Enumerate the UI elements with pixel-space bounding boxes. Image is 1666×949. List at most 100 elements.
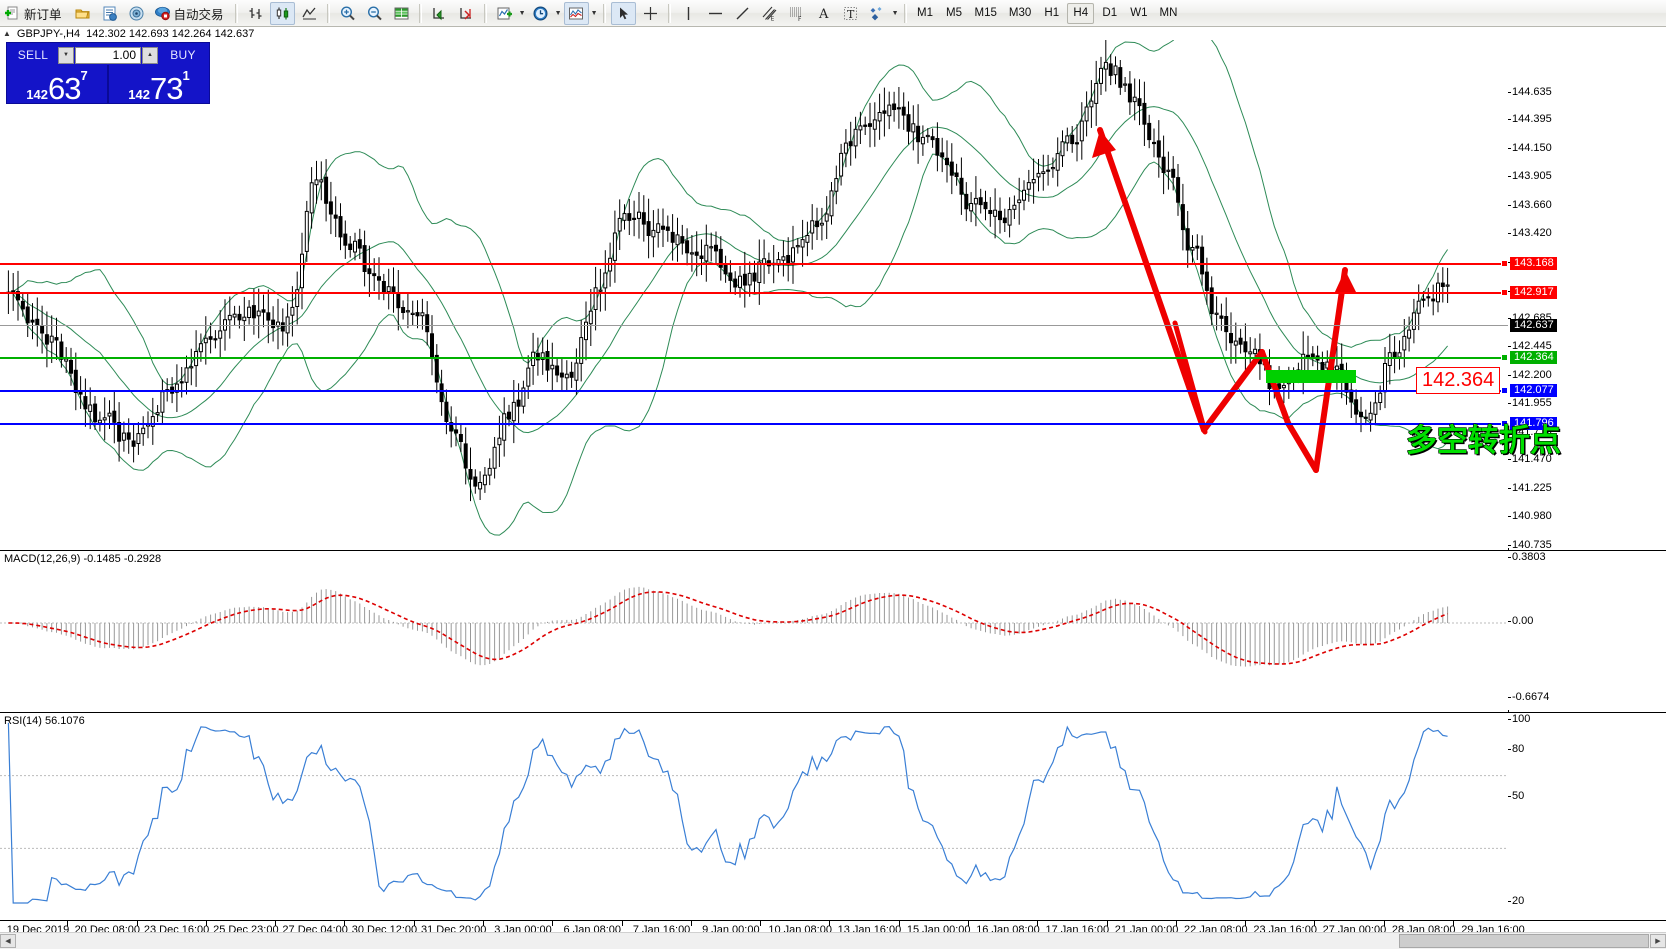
toolbar-separator bbox=[667, 3, 671, 23]
scroll-left-button[interactable]: ◀ bbox=[0, 934, 16, 948]
buy-button[interactable]: 142 73 1 bbox=[109, 65, 209, 104]
price-level-line[interactable] bbox=[0, 422, 1508, 425]
periods-button[interactable] bbox=[528, 2, 553, 25]
data-folder-button[interactable] bbox=[70, 2, 95, 25]
time-gridmark bbox=[968, 921, 969, 926]
time-gridmark bbox=[1245, 921, 1247, 926]
signals-button[interactable] bbox=[124, 2, 149, 25]
rsi-pane[interactable]: RSI(14) 56.1076 bbox=[0, 712, 1666, 920]
price-level-line[interactable] bbox=[0, 389, 1508, 392]
macd-pane[interactable]: MACD(12,26,9) -0.1485 -0.2928 bbox=[0, 550, 1666, 710]
volume-input[interactable]: 1.00 bbox=[75, 46, 141, 64]
timeframe-m15-button[interactable]: M15 bbox=[974, 7, 997, 19]
timeframe-mn-button[interactable]: MN bbox=[1159, 7, 1178, 19]
sell-label[interactable]: SELL bbox=[17, 48, 49, 62]
buy-price-integer: 142 bbox=[128, 87, 150, 102]
time-gridmark bbox=[690, 921, 692, 926]
periods-dropdown-arrow[interactable]: ▼ bbox=[554, 9, 562, 17]
timeframe-w1-button[interactable]: W1 bbox=[1130, 7, 1148, 19]
chart-shift-button[interactable] bbox=[427, 2, 452, 25]
shapes-dropdown-arrow[interactable]: ▼ bbox=[891, 9, 899, 17]
horizontal-scrollbar[interactable]: ◀ ▶ bbox=[0, 932, 1666, 949]
price-level-line[interactable] bbox=[0, 263, 1508, 266]
volume-stepper[interactable]: ▼ 1.00 ▲ bbox=[58, 46, 158, 64]
price-level-line[interactable] bbox=[0, 292, 1508, 295]
channel-icon: E bbox=[761, 5, 778, 22]
buy-price-fraction: 1 bbox=[182, 68, 190, 83]
rsi-label: RSI(14) 56.1076 bbox=[4, 715, 85, 727]
one-click-trading-panel[interactable]: SELL ▼ 1.00 ▲ BUY 142 63 7 142 73 1 bbox=[6, 42, 210, 104]
indicators-dropdown-arrow[interactable]: ▼ bbox=[518, 9, 526, 17]
timeframe-m1-button[interactable]: M1 bbox=[917, 7, 934, 19]
rsi-tick: 50 bbox=[1507, 790, 1525, 802]
volume-decrease-button[interactable]: ▼ bbox=[58, 46, 74, 64]
price-tick: 141.955 bbox=[1508, 397, 1552, 410]
new-order-button[interactable]: 新订单 bbox=[1, 2, 68, 25]
price-level-handle[interactable] bbox=[1501, 386, 1508, 394]
volume-increase-button[interactable]: ▲ bbox=[142, 46, 158, 64]
templates-dropdown-arrow[interactable]: ▼ bbox=[590, 9, 598, 17]
auto-scroll-button[interactable] bbox=[454, 2, 479, 25]
time-gridmark bbox=[483, 921, 484, 926]
indicators-button[interactable] bbox=[492, 2, 517, 25]
timeframe-h1-button[interactable]: H1 bbox=[1044, 7, 1060, 19]
price-tick: 141.470 bbox=[1508, 453, 1552, 466]
new-order-icon bbox=[4, 5, 21, 22]
templates-button[interactable] bbox=[563, 1, 589, 25]
price-level-handle[interactable] bbox=[1501, 353, 1508, 361]
price-tick: 143.905 bbox=[1508, 170, 1552, 183]
vertical-line-icon bbox=[680, 5, 697, 22]
zoom-out-button[interactable] bbox=[362, 2, 387, 25]
current-price-badge: 142.637 bbox=[1510, 318, 1557, 332]
price-tick: 144.150 bbox=[1508, 141, 1552, 154]
price-level-handle[interactable] bbox=[1501, 419, 1508, 427]
crosshair-button[interactable] bbox=[638, 2, 663, 25]
timeframe-h4-button[interactable]: H4 bbox=[1067, 2, 1095, 24]
rsi-tick: 20 bbox=[1507, 895, 1525, 907]
trade-panel-top-row: SELL ▼ 1.00 ▲ BUY bbox=[7, 43, 209, 65]
price-level-handle[interactable] bbox=[1501, 260, 1508, 268]
price-level-badge: 143.168 bbox=[1510, 257, 1557, 271]
collapse-triangle-icon[interactable]: ▲ bbox=[3, 29, 11, 38]
price-level-line[interactable] bbox=[0, 356, 1508, 359]
bar-chart-icon bbox=[247, 5, 264, 22]
timeframe-m30-button[interactable]: M30 bbox=[1008, 7, 1032, 19]
shapes-button[interactable] bbox=[865, 2, 890, 25]
price-level-badge: 141.796 bbox=[1510, 416, 1557, 430]
cursor-button[interactable] bbox=[610, 1, 636, 25]
zoom-in-button[interactable] bbox=[335, 2, 360, 25]
autotrading-button[interactable]: 自动交易 bbox=[151, 2, 230, 25]
symbol-info-bar: ▲ GBPJPY-,H4 142.302 142.693 142.264 142… bbox=[0, 27, 1666, 40]
horizontal-line-button[interactable] bbox=[703, 2, 728, 25]
bollinger-bands bbox=[8, 40, 1449, 536]
chart-grid-button[interactable] bbox=[389, 2, 414, 25]
scroll-right-button[interactable]: ▶ bbox=[1650, 934, 1666, 948]
price-level-handle[interactable] bbox=[1501, 289, 1508, 297]
trade-panel-quotes: 142 63 7 142 73 1 bbox=[7, 65, 209, 104]
equidistant-channel-button[interactable]: E bbox=[757, 2, 782, 25]
scrollbar-thumb[interactable] bbox=[1399, 934, 1649, 948]
fibonacci-button[interactable]: F bbox=[784, 2, 809, 25]
metaeditor-button[interactable] bbox=[97, 2, 122, 25]
time-gridmark bbox=[413, 921, 415, 926]
bar-chart-button[interactable] bbox=[243, 2, 268, 25]
text-label-button[interactable]: T bbox=[838, 2, 863, 25]
crosshair-icon bbox=[642, 5, 659, 22]
sell-button[interactable]: 142 63 7 bbox=[7, 65, 109, 103]
timeframe-m5-button[interactable]: M5 bbox=[946, 7, 963, 19]
chart-area[interactable]: 143.168 142.917 142.637 142.364 142.077 141.7… bbox=[0, 40, 1666, 949]
toolbar-separator bbox=[602, 3, 606, 23]
autotrading-label: 自动交易 bbox=[173, 7, 224, 22]
trendline-button[interactable] bbox=[730, 2, 755, 25]
vertical-line-button[interactable] bbox=[676, 2, 701, 25]
signals-icon bbox=[128, 5, 145, 22]
new-order-label: 新订单 bbox=[24, 7, 62, 22]
buy-price-main: 73 bbox=[149, 71, 183, 104]
price-tick: 140.980 bbox=[1508, 510, 1552, 523]
time-gridmark bbox=[1106, 921, 1108, 926]
text-button[interactable]: A bbox=[811, 2, 836, 25]
timeframe-d1-button[interactable]: D1 bbox=[1102, 7, 1118, 19]
buy-label[interactable]: BUY bbox=[170, 48, 196, 62]
candlestick-chart-button[interactable] bbox=[269, 1, 295, 25]
line-chart-button[interactable] bbox=[297, 2, 322, 25]
